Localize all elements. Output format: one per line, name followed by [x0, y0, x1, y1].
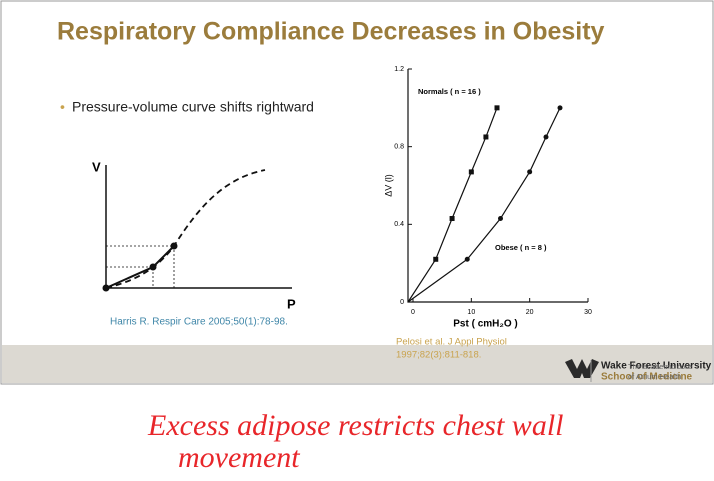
sketch-dot [102, 284, 110, 292]
fit-line-origin [407, 258, 437, 303]
school: School of Medicine [601, 372, 693, 383]
x-tick-label: 10 [467, 309, 475, 316]
sketch-y-label: V [92, 159, 101, 174]
sketch-x-label: P [287, 296, 296, 311]
x-tick-label: 30 [584, 309, 592, 316]
y-tick-label: 0.8 [394, 144, 404, 151]
point [433, 256, 439, 262]
sketch-citation: Harris R. Respir Care 2005;50(1):78-98. [110, 317, 288, 328]
handwriting: movement [178, 441, 300, 474]
point [449, 216, 455, 222]
y-tick-label: 0 [400, 299, 404, 306]
x-tick-label: 20 [526, 309, 534, 316]
point [527, 169, 533, 175]
bullet: Pressure-volume curve shifts rightward [72, 99, 314, 115]
point [468, 169, 474, 175]
point [557, 105, 563, 111]
bullet-dot: • [60, 99, 65, 115]
x-tick-label: 0 [411, 309, 415, 316]
school: Wake Forest University [601, 361, 712, 372]
x-axis-label: Pst ( cmH₂O ) [453, 319, 517, 330]
title: Respiratory Compliance Decreases in Obes… [57, 18, 605, 46]
sketch-dot [149, 263, 157, 271]
legend-label: Obese ( n = 8 ) [495, 243, 547, 252]
point [498, 216, 503, 222]
y-tick-label: 0.4 [394, 221, 404, 228]
point [494, 105, 500, 111]
pv-sketch [102, 165, 292, 292]
y-axis-label: ΔV (l) [383, 174, 393, 197]
citation: 1997;82(3):811-818. [396, 350, 481, 361]
slide-frame [0, 0, 714, 385]
pelosi-chart: 0 0.4 0.8 1.2 0 10 20 30 ΔV (l) Pst ( cmH₂O ) Norm… [383, 66, 592, 330]
point [464, 256, 470, 262]
tagline: The academic core [628, 362, 692, 371]
y-tick-label: 1.2 [394, 66, 404, 73]
citation: Pelosi et al. J Appl Physiol [396, 337, 507, 348]
sketch-dot [170, 242, 178, 250]
handwriting: Excess adipose restricts chest wall [147, 409, 564, 442]
fit-line-origin [407, 258, 468, 303]
tagline: of Atrium Health [628, 372, 681, 381]
legend-label: Normals ( n = 16 ) [418, 87, 481, 96]
point [483, 134, 489, 140]
point [543, 134, 549, 140]
